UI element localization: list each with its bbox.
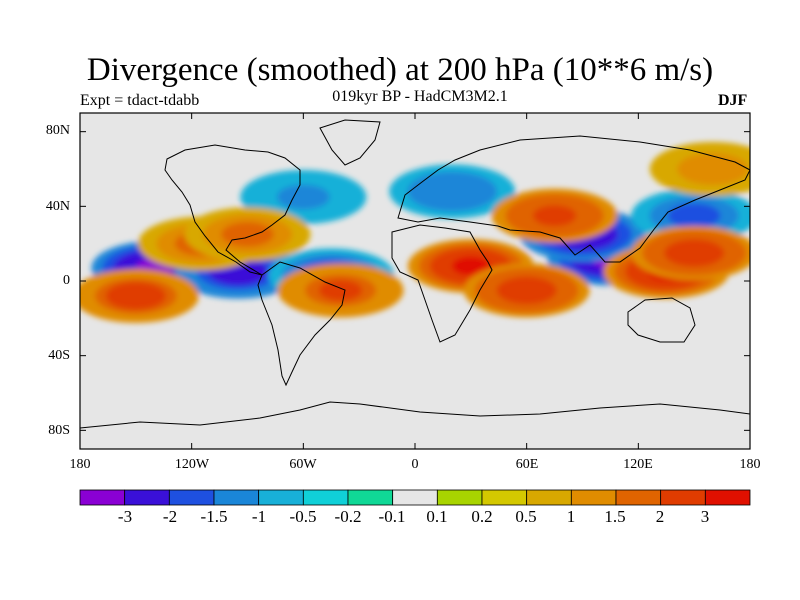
- colorbar-swatch: [258, 489, 304, 506]
- coastlines: [80, 119, 750, 429]
- colorbar-label: -0.2: [334, 507, 362, 526]
- lon-label-60w: 60W: [289, 457, 317, 472]
- colorbar-label: -1: [251, 507, 267, 526]
- axis-ticks: [79, 113, 751, 449]
- colorbar-label: 0.1: [426, 507, 448, 526]
- divergence-feature: [425, 179, 479, 204]
- colorbar-swatch: [302, 489, 349, 506]
- colorbar-label: -3: [117, 507, 133, 526]
- colorbar-label: 1.5: [604, 507, 626, 526]
- map-title: Divergence (smoothed) at 200 hPa (10**6 …: [86, 52, 714, 88]
- colorbar-label: 1: [566, 507, 576, 526]
- divergence-feature: [451, 256, 490, 276]
- colorbar-label: -0.1: [378, 507, 406, 526]
- divergence-feature: [221, 222, 274, 247]
- lat-label-80s: 80S: [48, 423, 70, 438]
- lon-label-180e: 180: [739, 457, 761, 472]
- colorbar-swatch: [168, 489, 215, 506]
- lon-label-120e: 120E: [623, 457, 653, 472]
- colorbar-swatch: [213, 489, 260, 506]
- divergence-feature: [318, 279, 363, 301]
- divergence-feature: [507, 280, 546, 300]
- lon-label-0: 0: [411, 457, 419, 472]
- coastline-south-america: [257, 261, 346, 387]
- colorbar-swatch: [526, 489, 572, 506]
- colorbar-label: 0.2: [471, 507, 493, 526]
- divergence-feature: [675, 243, 714, 263]
- colorbar-swatch: [704, 489, 751, 506]
- lat-label-0: 0: [63, 273, 70, 288]
- colorbar-label: -1.5: [200, 507, 228, 526]
- coastline-eurasia: [397, 135, 750, 263]
- colorbar-swatch: [570, 489, 617, 506]
- colorbar: [79, 489, 751, 506]
- colorbar-swatch: [481, 489, 528, 506]
- experiment-label: Expt = tdact-tdabb: [80, 92, 200, 109]
- colorbar-swatch: [436, 489, 483, 506]
- season-label: DJF: [718, 92, 748, 109]
- colorbar-swatch: [392, 489, 438, 506]
- divergence-feature: [677, 153, 749, 185]
- lon-label-120w: 120W: [174, 457, 210, 472]
- coastline-africa: [391, 224, 493, 343]
- lon-label-60e: 60E: [515, 457, 539, 472]
- divergence-feature: [667, 203, 721, 229]
- colorbar-label: 0.5: [515, 507, 537, 526]
- coastline-australia: [627, 297, 696, 343]
- colorbar-label: -0.5: [289, 507, 317, 526]
- colorbar-label: 2: [655, 507, 665, 526]
- lon-label-180w: 180: [69, 457, 91, 472]
- divergence-feature: [277, 184, 330, 210]
- colorbar-label: 3: [700, 507, 710, 526]
- colorbar-swatch: [615, 489, 662, 506]
- colorbar-label: -2: [162, 507, 178, 526]
- divergence-field: [80, 142, 750, 323]
- lat-label-40n: 40N: [45, 199, 70, 214]
- coastline-north-america: [164, 144, 301, 276]
- colorbar-swatch: [124, 489, 170, 506]
- colorbar-swatch: [660, 489, 706, 506]
- colorbar-swatch: [347, 489, 394, 506]
- map-subtitle: 019kyr BP - HadCM3M2.1: [332, 88, 508, 105]
- lat-label-80n: 80N: [45, 123, 70, 138]
- divergence-feature: [532, 205, 577, 227]
- divergence-feature: [116, 286, 155, 306]
- lat-label-40s: 40S: [48, 348, 70, 363]
- coastline-greenland: [319, 119, 381, 166]
- coastline-antarctica: [80, 401, 750, 429]
- colorbar-swatch: [79, 489, 126, 506]
